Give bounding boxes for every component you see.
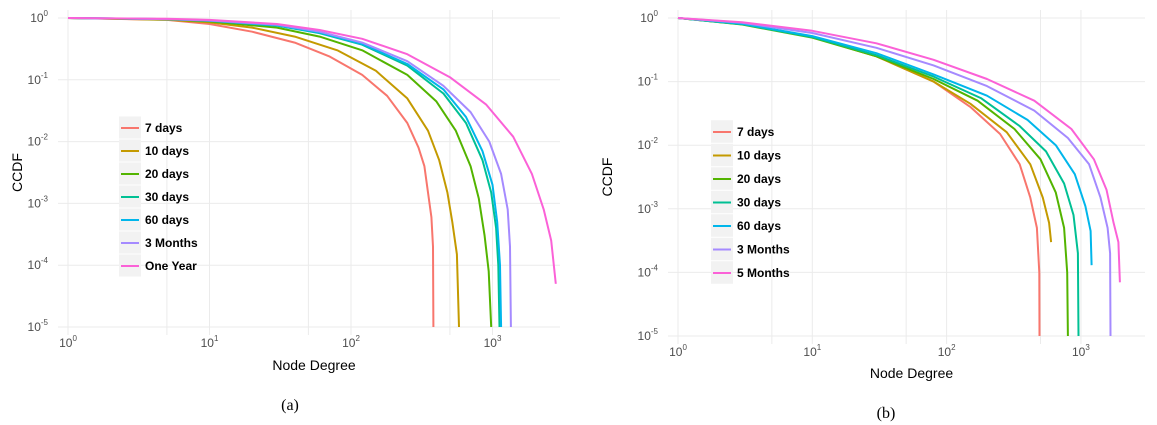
y-tick-label: 100 (30, 9, 48, 25)
x-tick-label: 101 (803, 343, 821, 359)
y-tick-label: 10-1 (28, 71, 49, 87)
series-group (677, 17, 1121, 337)
series-line-7-days (67, 17, 435, 328)
legend-label: 3 Months (737, 243, 790, 257)
figure-caption: (b) (877, 405, 896, 422)
legend-label: 30 days (737, 196, 781, 210)
legend-label: 7 days (737, 125, 775, 139)
legend-label: 10 days (737, 149, 781, 163)
y-tick-label: 10-4 (28, 256, 49, 272)
legend-label: 60 days (145, 213, 189, 227)
x-tick-label: 102 (342, 334, 360, 350)
series-line-3-months (677, 17, 1112, 337)
series-line-10-days (67, 17, 460, 328)
legend-label: 60 days (737, 219, 781, 233)
x-tick-label: 103 (1072, 343, 1090, 359)
legend-label: 10 days (145, 144, 189, 158)
grid (668, 10, 1145, 344)
y-tick-label: 10-1 (638, 73, 659, 89)
x-tick-label: 101 (201, 334, 219, 350)
x-axis-title: Node Degree (870, 365, 953, 381)
chart-panel-a: 100 101 102 103 100 10-1 10-2 10-3 10-4 10-5 Node … (0, 0, 575, 425)
y-axis-title: CCDF (9, 153, 25, 192)
y-axis-title: CCDF (599, 158, 615, 197)
legend: 7 days 10 days 20 days 30 days 60 days 3 Mont… (119, 116, 198, 277)
y-tick-label: 10-3 (28, 194, 49, 210)
legend-label: 30 days (145, 190, 189, 204)
legend-label: 20 days (737, 172, 781, 186)
legend-label: 7 days (145, 121, 183, 135)
x-tick-label: 103 (484, 334, 502, 350)
y-tick-label: 10-2 (638, 136, 659, 152)
series-line-5-months (677, 17, 1121, 283)
x-tick-label: 100 (669, 343, 687, 359)
series-line-one-year (67, 17, 557, 284)
series-group (67, 17, 557, 328)
y-tick-label: 10-3 (638, 200, 659, 216)
x-axis-title: Node Degree (272, 357, 355, 373)
chart-panel-b: 100 101 102 103 100 10-1 10-2 10-3 10-4 10-5 Node … (590, 0, 1157, 425)
y-tick-label: 10-5 (638, 327, 659, 343)
legend: 7 days 10 days 20 days 30 days 60 days 3 Mont… (711, 120, 790, 284)
grid (58, 10, 560, 335)
legend-label: 20 days (145, 167, 189, 181)
legend-label: 3 Months (145, 236, 198, 250)
figure-caption: (a) (281, 397, 299, 414)
series-line-60-days (677, 17, 1093, 266)
legend-label: One Year (145, 259, 197, 273)
y-tick-label: 10-5 (28, 318, 49, 334)
x-tick-label: 100 (59, 334, 77, 350)
chart-a-svg: 100 101 102 103 100 10-1 10-2 10-3 10-4 10-5 Node … (9, 9, 560, 414)
y-tick-label: 10-2 (28, 133, 49, 149)
y-tick-label: 100 (640, 9, 658, 25)
chart-b-svg: 100 101 102 103 100 10-1 10-2 10-3 10-4 10-5 Node … (599, 9, 1145, 422)
y-tick-label: 10-4 (638, 263, 659, 279)
x-tick-label: 102 (938, 343, 956, 359)
legend-label: 5 Months (737, 266, 790, 280)
